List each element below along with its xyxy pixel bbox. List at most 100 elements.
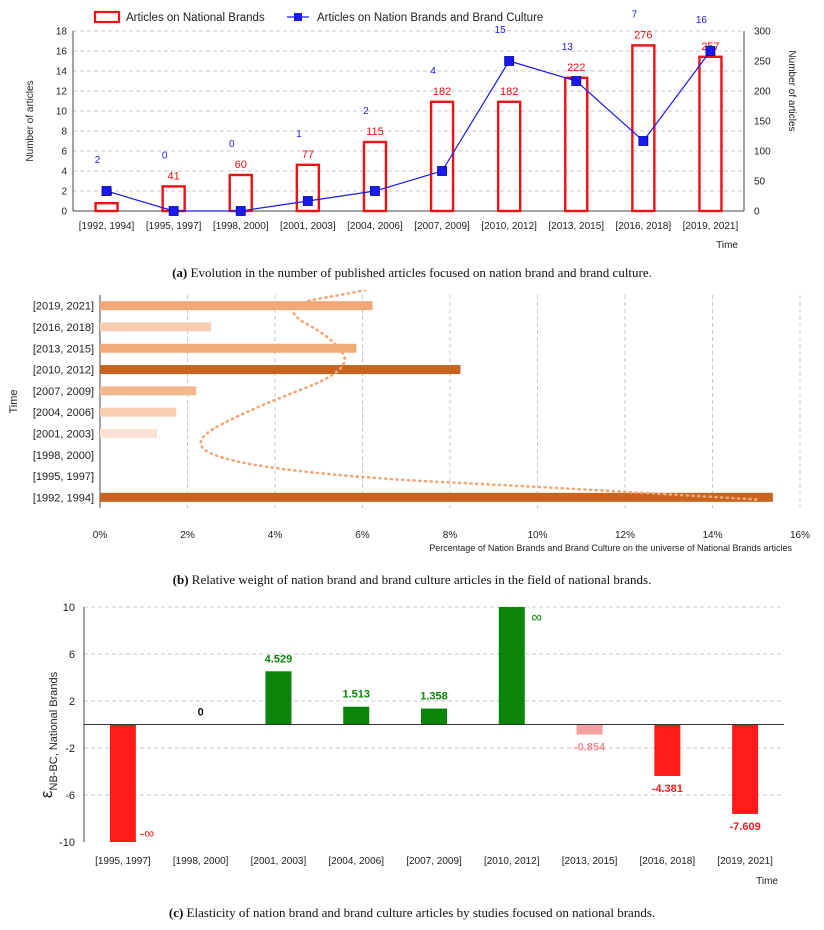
chart-a: 024681012141618050100150200250300Number … bbox=[25, 9, 797, 280]
x-tick-label: [2016, 2018] bbox=[640, 856, 696, 867]
line-marker bbox=[302, 196, 313, 206]
bar-data-label: -0.854 bbox=[574, 742, 606, 754]
x-tick-label: [2013, 2015] bbox=[562, 856, 618, 867]
x-tick-label: [2019, 2021] bbox=[717, 856, 773, 867]
bar-data-label: 4.529 bbox=[265, 653, 293, 665]
bar-data-label: 276 bbox=[634, 29, 652, 41]
line-data-label: 16 bbox=[696, 15, 708, 26]
caption-a: (a) Evolution in the number of published… bbox=[172, 265, 652, 280]
y-left-tick-label: 8 bbox=[61, 127, 67, 138]
bar bbox=[100, 407, 177, 417]
x-tick-label: 2% bbox=[180, 530, 195, 541]
bar-data-label: 41 bbox=[168, 170, 180, 182]
bar bbox=[698, 55, 723, 213]
x-axis-label: Time bbox=[716, 240, 738, 251]
x-tick-label: 12% bbox=[615, 530, 635, 541]
line-marker bbox=[235, 206, 246, 216]
bar bbox=[109, 724, 136, 842]
bar-data-label: -4.381 bbox=[652, 783, 683, 795]
bar-data-label: 222 bbox=[567, 62, 585, 74]
line-marker bbox=[437, 166, 447, 176]
x-tick-label: [2013, 2015] bbox=[548, 221, 604, 232]
line-marker bbox=[370, 186, 380, 196]
y-tick-label: [2010, 2012] bbox=[33, 365, 94, 377]
y-left-axis-label: Number of articles bbox=[25, 80, 36, 161]
y-left-tick-label: 4 bbox=[61, 167, 67, 178]
line-data-label: 7 bbox=[632, 9, 638, 20]
bar bbox=[343, 706, 370, 725]
y-tick-label: -2 bbox=[65, 743, 75, 755]
bar bbox=[631, 44, 656, 213]
y-tick-label: [2016, 2018] bbox=[33, 322, 94, 334]
line-data-label: 13 bbox=[562, 42, 574, 53]
bar-data-label: 1.358 bbox=[420, 691, 448, 703]
line-marker bbox=[101, 186, 112, 196]
x-tick-label: 6% bbox=[355, 530, 370, 541]
y-axis-label: εNB-BC, National Brands bbox=[37, 671, 60, 798]
bar-data-label: ∞ bbox=[531, 609, 542, 626]
x-tick-label: [1995, 1997] bbox=[146, 221, 202, 232]
y-tick-label: -6 bbox=[65, 790, 75, 802]
line-data-label: 0 bbox=[229, 139, 235, 150]
bar bbox=[100, 386, 197, 396]
x-tick-label: [2004, 2006] bbox=[347, 221, 403, 232]
y-tick-label: 6 bbox=[69, 649, 75, 661]
y-tick-label: [1998, 2000] bbox=[33, 450, 94, 462]
y-right-tick-label: 250 bbox=[754, 57, 771, 68]
y-right-axis-label: Number of articles bbox=[786, 50, 797, 131]
x-tick-label: [1998, 2000] bbox=[213, 221, 269, 232]
x-tick-label: [2004, 2006] bbox=[328, 856, 384, 867]
bar bbox=[100, 322, 212, 332]
y-right-tick-label: 50 bbox=[754, 177, 766, 188]
x-tick-label: [2016, 2018] bbox=[616, 221, 672, 232]
y-right-tick-label: 200 bbox=[754, 87, 771, 98]
x-tick-label: [1995, 1997] bbox=[95, 856, 151, 867]
bar bbox=[228, 173, 253, 213]
x-tick-label: [2019, 2021] bbox=[683, 221, 739, 232]
y-left-tick-label: 12 bbox=[56, 87, 68, 98]
bar bbox=[429, 100, 455, 213]
bar bbox=[94, 201, 119, 213]
y-tick-label: [2019, 2021] bbox=[33, 301, 94, 313]
bar bbox=[295, 163, 321, 213]
bar bbox=[100, 365, 461, 375]
caption-b: (b) Relative weight of nation brand and … bbox=[173, 572, 652, 587]
line-marker bbox=[705, 46, 716, 56]
x-tick-label: [1998, 2000] bbox=[173, 856, 229, 867]
y-tick-label: [1992, 1994] bbox=[33, 492, 94, 504]
legend-label: Articles on National Brands bbox=[126, 12, 265, 24]
bar bbox=[265, 671, 292, 725]
x-tick-label: 14% bbox=[702, 530, 722, 541]
line-data-label: 1 bbox=[296, 129, 302, 140]
y-tick-label: 10 bbox=[63, 602, 75, 614]
bar bbox=[498, 607, 525, 725]
line-marker bbox=[504, 56, 515, 66]
y-tick-label: [2013, 2015] bbox=[33, 343, 94, 355]
bar bbox=[576, 724, 603, 735]
y-tick-label: -10 bbox=[59, 837, 75, 849]
bar-data-label: 60 bbox=[235, 159, 247, 171]
bar-data-label: 0 bbox=[198, 707, 204, 719]
legend-label: Articles on Nation Brands and Brand Cult… bbox=[317, 12, 543, 24]
bar bbox=[732, 724, 759, 814]
bar bbox=[100, 301, 373, 311]
x-tick-label: 8% bbox=[443, 530, 458, 541]
y-tick-label: 2 bbox=[69, 696, 75, 708]
x-tick-label: [1992, 1994] bbox=[79, 221, 135, 232]
y-right-tick-label: 300 bbox=[754, 27, 771, 38]
y-tick-label: [2001, 2003] bbox=[33, 428, 94, 440]
legend-swatch-bar bbox=[93, 10, 121, 24]
caption-c: (c) Elasticity of nation brand and brand… bbox=[169, 905, 655, 920]
bar-data-label: 182 bbox=[500, 86, 518, 98]
y-right-tick-label: 0 bbox=[754, 207, 760, 218]
y-right-tick-label: 150 bbox=[754, 117, 771, 128]
y-left-tick-label: 14 bbox=[56, 67, 68, 78]
trendline bbox=[199, 290, 758, 501]
line-data-label: 2 bbox=[363, 106, 369, 117]
y-tick-label: [2007, 2009] bbox=[33, 386, 94, 398]
bar bbox=[100, 492, 773, 502]
line-marker bbox=[638, 136, 649, 146]
bar-data-label: 115 bbox=[366, 126, 384, 138]
bar-data-label: -7.609 bbox=[730, 821, 761, 833]
y-left-tick-label: 2 bbox=[61, 187, 67, 198]
